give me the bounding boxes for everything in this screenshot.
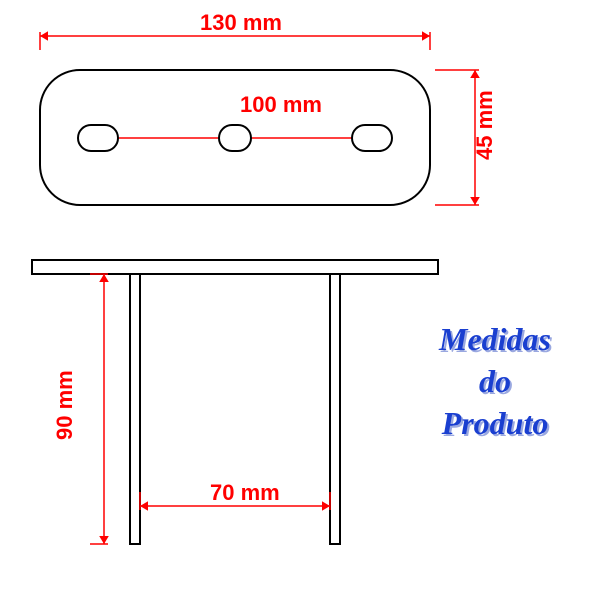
title-line: do bbox=[479, 363, 511, 399]
side-leg bbox=[130, 274, 140, 544]
dimension-diagram: 130 mm100 mm45 mm90 mm70 mmMedidasMedida… bbox=[0, 0, 600, 600]
side-top-plate bbox=[32, 260, 438, 274]
svg-text:130 mm: 130 mm bbox=[200, 10, 282, 35]
svg-text:100 mm: 100 mm bbox=[240, 92, 322, 117]
slot bbox=[352, 125, 392, 151]
title-line: Medidas bbox=[438, 321, 551, 357]
title-line: Produto bbox=[441, 405, 549, 441]
slot bbox=[78, 125, 118, 151]
svg-text:45 mm: 45 mm bbox=[472, 90, 497, 160]
side-leg bbox=[330, 274, 340, 544]
svg-text:90 mm: 90 mm bbox=[52, 370, 77, 440]
svg-text:70 mm: 70 mm bbox=[210, 480, 280, 505]
slot bbox=[219, 125, 251, 151]
